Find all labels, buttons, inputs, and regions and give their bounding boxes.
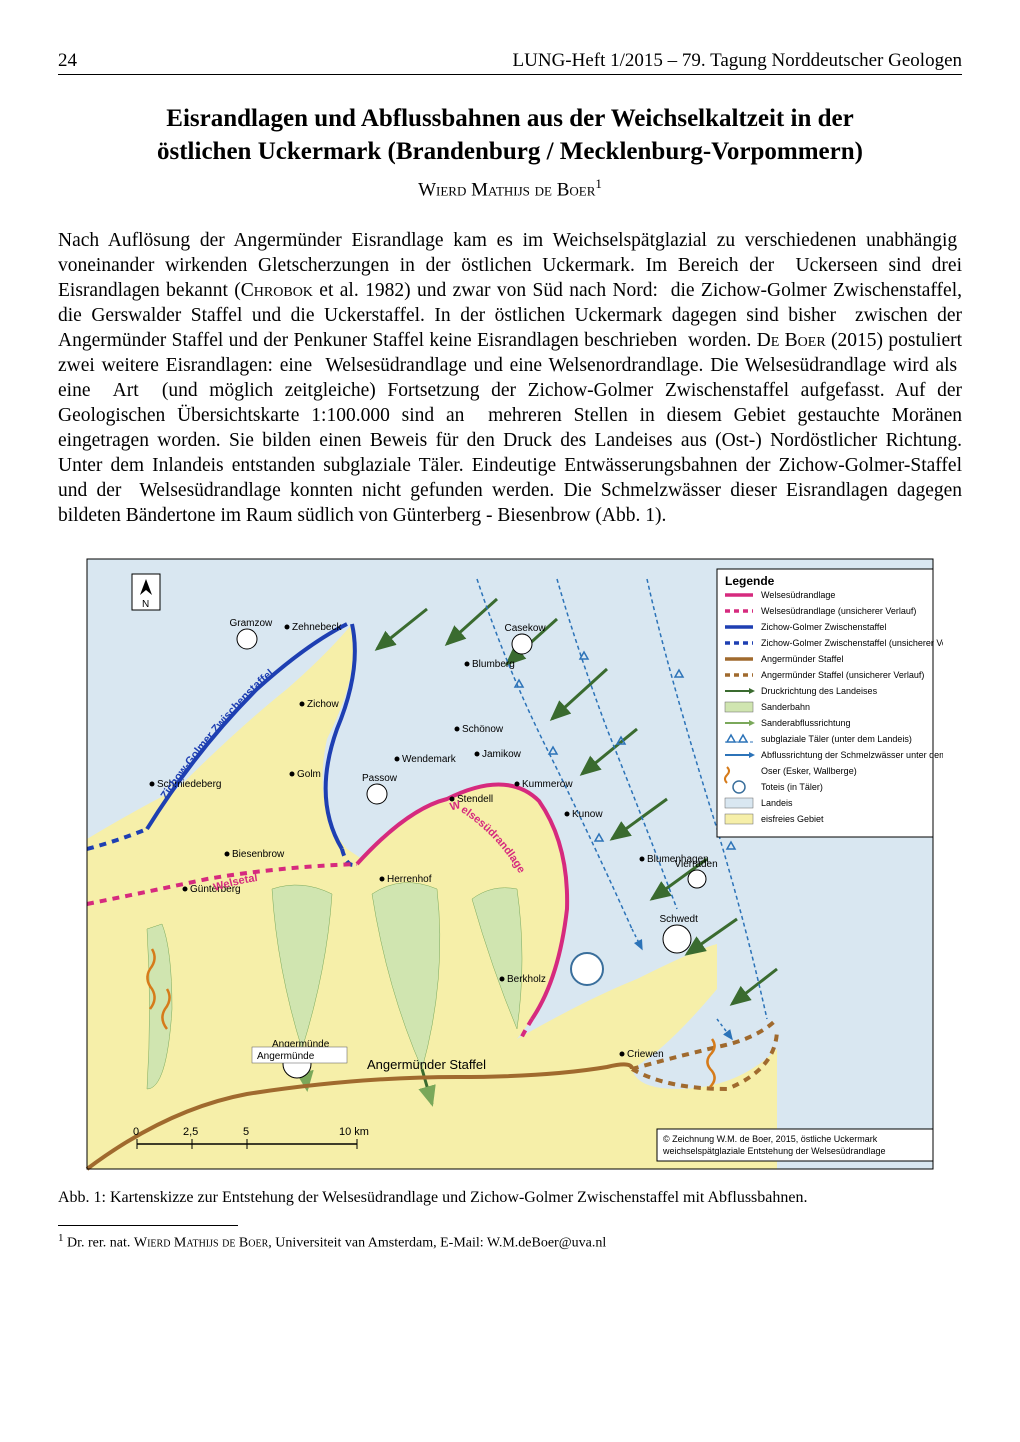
body-paragraph: Nach Auflösung der Angermünder Eisrandla… bbox=[58, 229, 962, 528]
svg-text:Passow: Passow bbox=[362, 773, 398, 784]
figure-map: GramzowPassowAngermündeSchwedtCasekowVie… bbox=[77, 549, 943, 1179]
svg-text:Landeis: Landeis bbox=[761, 798, 793, 808]
footnote: 1 Dr. rer. nat. Wierd Mathijs de Boer, U… bbox=[58, 1232, 962, 1252]
svg-text:subglaziale Täler (unter dem L: subglaziale Täler (unter dem Landeis) bbox=[761, 734, 912, 744]
running-header: 24 LUNG-Heft 1/2015 – 79. Tagung Norddeu… bbox=[58, 50, 962, 75]
title-line-2: östlichen Uckermark (Brandenburg / Meckl… bbox=[157, 138, 863, 165]
svg-text:Angermünde: Angermünde bbox=[257, 1051, 315, 1062]
svg-text:Welsesüdrandlage (unsicherer V: Welsesüdrandlage (unsicherer Verlauf) bbox=[761, 606, 916, 616]
svg-text:Golm: Golm bbox=[297, 769, 321, 780]
svg-text:Biesenbrow: Biesenbrow bbox=[232, 849, 285, 860]
svg-text:Druckrichtung des Landeises: Druckrichtung des Landeises bbox=[761, 686, 878, 696]
article-title: Eisrandlagen und Abflussbahnen aus der W… bbox=[58, 103, 962, 168]
author-line: Wierd Mathijs de Boer1 bbox=[58, 176, 962, 201]
svg-text:Angermünder Staffel: Angermünder Staffel bbox=[761, 654, 843, 664]
svg-text:Sanderbahn: Sanderbahn bbox=[761, 702, 810, 712]
svg-text:Kummerow: Kummerow bbox=[522, 779, 573, 790]
svg-text:Zichow-Golmer Zwischenstaffel: Zichow-Golmer Zwischenstaffel bbox=[761, 622, 886, 632]
copyright-line-2: weichselspätglaziale Entstehung der Wels… bbox=[662, 1146, 885, 1156]
svg-text:Blumberg: Blumberg bbox=[472, 659, 515, 670]
legend-title: Legende bbox=[725, 574, 775, 588]
svg-text:Jamikow: Jamikow bbox=[482, 749, 522, 760]
svg-text:Herrenhof: Herrenhof bbox=[387, 874, 432, 885]
running-head-text: LUNG-Heft 1/2015 – 79. Tagung Norddeutsc… bbox=[513, 50, 962, 72]
svg-text:Blumenhagen: Blumenhagen bbox=[647, 854, 709, 865]
svg-text:Toteis (in Täler): Toteis (in Täler) bbox=[761, 782, 823, 792]
svg-text:Berkholz: Berkholz bbox=[507, 974, 546, 985]
footnote-rule bbox=[58, 1225, 238, 1226]
svg-text:Kunow: Kunow bbox=[572, 809, 603, 820]
author-footnote-mark: 1 bbox=[595, 176, 602, 191]
svg-text:Stendell: Stendell bbox=[457, 794, 493, 805]
page-number: 24 bbox=[58, 50, 77, 72]
svg-text:Angermünder Staffel (unsichere: Angermünder Staffel (unsicherer Verlauf) bbox=[761, 670, 924, 680]
svg-text:Casekow: Casekow bbox=[505, 623, 547, 634]
svg-text:Criewen: Criewen bbox=[627, 1049, 664, 1060]
svg-text:Sanderabflussrichtung: Sanderabflussrichtung bbox=[761, 718, 851, 728]
author-name: Wierd Mathijs de Boer bbox=[418, 179, 595, 200]
svg-text:0: 0 bbox=[133, 1126, 139, 1138]
svg-text:Schönow: Schönow bbox=[462, 724, 504, 735]
svg-text:Gramzow: Gramzow bbox=[230, 618, 274, 629]
copyright-line-1: © Zeichnung W.M. de Boer, 2015, östliche… bbox=[663, 1134, 878, 1144]
anger-label: Angermünder Staffel bbox=[367, 1057, 486, 1072]
svg-text:Oser (Esker, Wallberge): Oser (Esker, Wallberge) bbox=[761, 766, 857, 776]
title-line-1: Eisrandlagen und Abflussbahnen aus der W… bbox=[166, 105, 853, 132]
svg-text:eisfreies Gebiet: eisfreies Gebiet bbox=[761, 814, 824, 824]
footnote-prefix: Dr. rer. nat. bbox=[64, 1235, 134, 1250]
footnote-suffix: , Universiteit van Amsterdam, E-Mail: W.… bbox=[268, 1235, 606, 1250]
svg-text:5: 5 bbox=[243, 1126, 249, 1138]
svg-text:Zichow-Golmer Zwischenstaffel: Zichow-Golmer Zwischenstaffel (unsichere… bbox=[761, 638, 943, 648]
svg-text:Abflussrichtung der Schmelzwäs: Abflussrichtung der Schmelzwässer unter … bbox=[761, 750, 943, 760]
footnote-name: Wierd Mathijs de Boer bbox=[134, 1235, 268, 1250]
svg-text:Schwedt: Schwedt bbox=[660, 914, 699, 925]
svg-text:Zehnebeck: Zehnebeck bbox=[292, 622, 342, 633]
svg-text:Wendemark: Wendemark bbox=[402, 754, 457, 765]
svg-text:2,5: 2,5 bbox=[183, 1126, 198, 1138]
figure-caption: Abb. 1: Kartenskizze zur Entstehung der … bbox=[58, 1189, 962, 1207]
north-label: N bbox=[142, 599, 149, 610]
svg-text:10 km: 10 km bbox=[339, 1126, 369, 1138]
svg-text:Zichow: Zichow bbox=[307, 699, 339, 710]
svg-text:Welsesüdrandlage: Welsesüdrandlage bbox=[761, 590, 835, 600]
